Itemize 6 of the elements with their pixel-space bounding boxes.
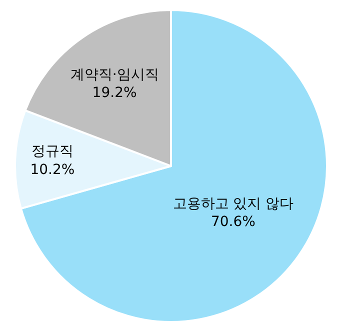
- slice-label: 정규직: [31, 144, 74, 160]
- data-label: 70.6%: [210, 214, 256, 230]
- slice-label: 계약직·임시직: [70, 66, 159, 83]
- slice-label: 고용하고 있지 않다: [172, 196, 294, 212]
- data-label: 19.2%: [92, 85, 137, 102]
- data-label: 10.2%: [30, 162, 75, 178]
